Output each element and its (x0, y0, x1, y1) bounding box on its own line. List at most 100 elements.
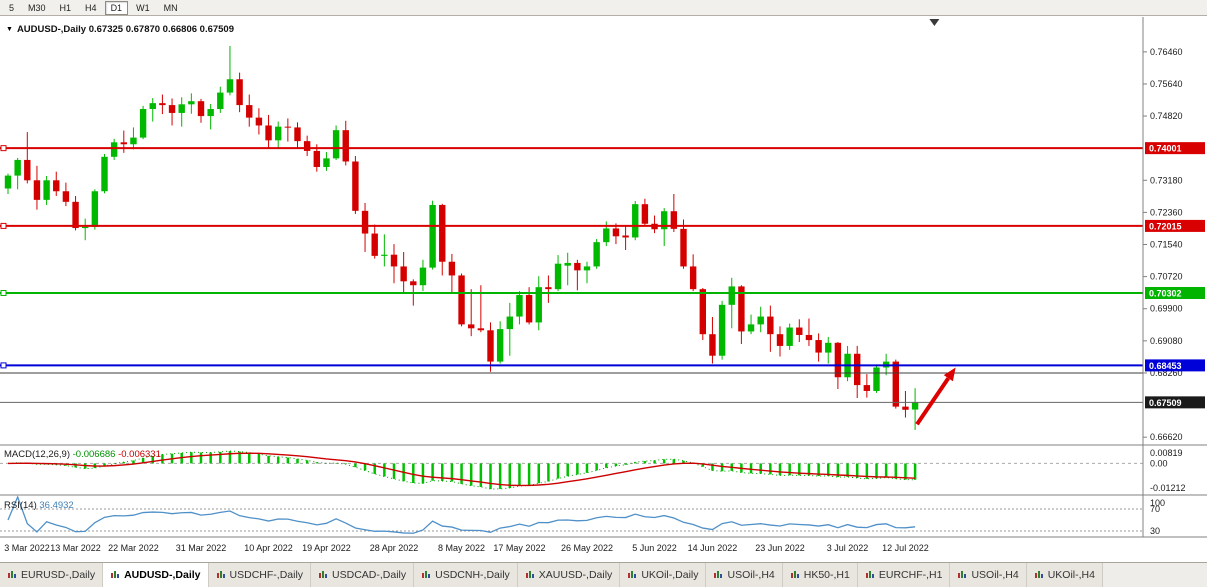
chart-tab-USOil-H4[interactable]: USOil-,H4 (706, 563, 783, 587)
candle-bearish (776, 334, 784, 346)
chart-tab-USDCNH-Daily[interactable]: USDCNH-,Daily (414, 563, 518, 587)
chart-tab-label: USOil-,H4 (727, 569, 775, 581)
date-label: 10 Apr 2022 (244, 543, 293, 553)
candle-bearish (689, 266, 697, 290)
date-label: 3 Mar 2022 (4, 543, 50, 553)
rsi-line (7, 495, 916, 534)
candle-bearish (72, 201, 79, 229)
candle-bullish (419, 267, 427, 286)
chart-tab-XAUUSD-Daily[interactable]: XAUUSD-,Daily (517, 563, 621, 587)
date-label: 22 Mar 2022 (108, 543, 159, 553)
line-anchor-marker[interactable] (0, 289, 7, 296)
chart-shift-marker-icon[interactable] (929, 19, 940, 26)
candle-bearish (738, 286, 745, 332)
candlestick-series (4, 45, 919, 430)
candle-bearish (796, 327, 803, 335)
chart-background (0, 17, 1207, 562)
chart-tab-EURCHF-H1[interactable]: EURCHF-,H1 (857, 563, 951, 587)
candle-bullish (728, 286, 735, 305)
tab-chart-icon (319, 571, 328, 578)
bullish-arrow-head[interactable] (943, 367, 956, 382)
line-anchor-marker[interactable] (0, 362, 7, 369)
chart-tab-USDCHF-Daily[interactable]: USDCHF-,Daily (208, 563, 312, 587)
macd-signal-line (7, 452, 916, 487)
rsi-label: RSI(14) 36.4932 (4, 500, 74, 511)
candle-bearish (834, 342, 842, 378)
date-label: 23 Jun 2022 (755, 543, 805, 553)
timeframe-toolbar: 5 M30 H1 H4 D1 W1 MN (0, 0, 1207, 16)
chart-tab-EURUSD-Daily[interactable]: EURUSD-,Daily (0, 563, 104, 587)
date-axis[interactable]: 3 Mar 2022 13 Mar 2022 22 Mar 2022 31 Mar 2… (4, 543, 928, 553)
candle-bullish (217, 92, 224, 110)
bullish-arrow-shaft[interactable] (915, 377, 950, 426)
chart-tab-label: USDCHF-,Daily (229, 569, 304, 581)
period-button-H1[interactable]: H1 (54, 1, 78, 15)
candle-bearish (892, 361, 899, 407)
candle-bullish (786, 327, 793, 346)
tab-chart-icon (628, 571, 637, 578)
date-label: 17 May 2022 (493, 543, 545, 553)
price-axis[interactable]: 0.76460 0.75640 0.74820 0.73180 0.72360 0.715… (1143, 47, 1205, 442)
price-tick-label: 0.69080 (1150, 336, 1183, 346)
candle-bearish (680, 228, 687, 267)
candle-bullish (323, 158, 330, 167)
candle-bullish (101, 156, 108, 192)
candle-bullish (14, 159, 21, 176)
one-click-trading-toggle-icon[interactable]: ▼ (6, 26, 13, 33)
candle-bearish (545, 287, 552, 290)
chart-tab-AUDUSD-Daily[interactable]: AUDUSD-,Daily (103, 563, 209, 587)
candle-bullish (226, 79, 234, 93)
period-button-M30[interactable]: M30 (22, 1, 52, 15)
chart-tab-HK50-H1[interactable]: HK50-,H1 (782, 563, 858, 587)
price-badge-label: 0.74001 (1149, 144, 1182, 154)
candle-bearish (352, 161, 359, 211)
candle-bearish (294, 127, 301, 142)
candle-bearish (410, 281, 417, 286)
date-label: 14 Jun 2022 (688, 543, 738, 553)
tab-chart-icon (1034, 571, 1043, 578)
date-label: 5 Jun 2022 (632, 543, 677, 553)
candle-bearish (699, 289, 706, 335)
period-button-5[interactable]: 5 (3, 1, 20, 15)
chart-tab-UKOil-Daily[interactable]: UKOil-,Daily (620, 563, 707, 587)
tab-chart-icon (8, 571, 16, 578)
price-tick-label: 0.71540 (1150, 240, 1183, 250)
candle-bullish (130, 137, 137, 145)
candle-bearish (361, 210, 369, 234)
candle-bearish (197, 101, 205, 117)
price-badge-label: 0.72015 (1149, 221, 1182, 231)
price-tick-label: 0.74820 (1150, 111, 1183, 121)
candle-bearish (313, 150, 320, 167)
line-anchor-marker[interactable] (0, 222, 7, 229)
price-tick-label: 0.73180 (1150, 175, 1183, 185)
candle-bullish (43, 180, 50, 200)
period-button-W1[interactable]: W1 (130, 1, 156, 15)
candle-bullish (564, 262, 571, 266)
tab-chart-icon (216, 571, 225, 578)
period-button-MN[interactable]: MN (158, 1, 184, 15)
price-badge-label: 0.67509 (1149, 398, 1182, 408)
rsi-axis-70: 70 (1150, 504, 1160, 514)
candle-bearish (439, 204, 446, 262)
line-anchor-marker[interactable] (0, 145, 7, 152)
candle-bearish (477, 328, 485, 331)
period-button-H4[interactable]: H4 (79, 1, 103, 15)
candle-bearish (641, 204, 649, 224)
price-tick-label: 0.70720 (1150, 272, 1183, 282)
date-label: 31 Mar 2022 (176, 543, 227, 553)
candle-bearish (236, 79, 243, 106)
chart-tab-USOil-H4[interactable]: USOil-,H4 (950, 563, 1027, 587)
candle-bullish (332, 130, 340, 159)
candle-bullish (91, 191, 99, 227)
chart-tab-UKOil-H4[interactable]: UKOil-,H4 (1026, 563, 1103, 587)
period-button-D1[interactable]: D1 (104, 0, 129, 15)
candle-bearish (487, 330, 494, 362)
macd-axis-zero: 0.00 (1150, 458, 1168, 468)
candle-bearish (342, 130, 349, 162)
chart-tab-USDCAD-Daily[interactable]: USDCAD-,Daily (311, 563, 415, 587)
candle-bearish (159, 103, 166, 106)
tab-chart-icon (714, 571, 723, 578)
